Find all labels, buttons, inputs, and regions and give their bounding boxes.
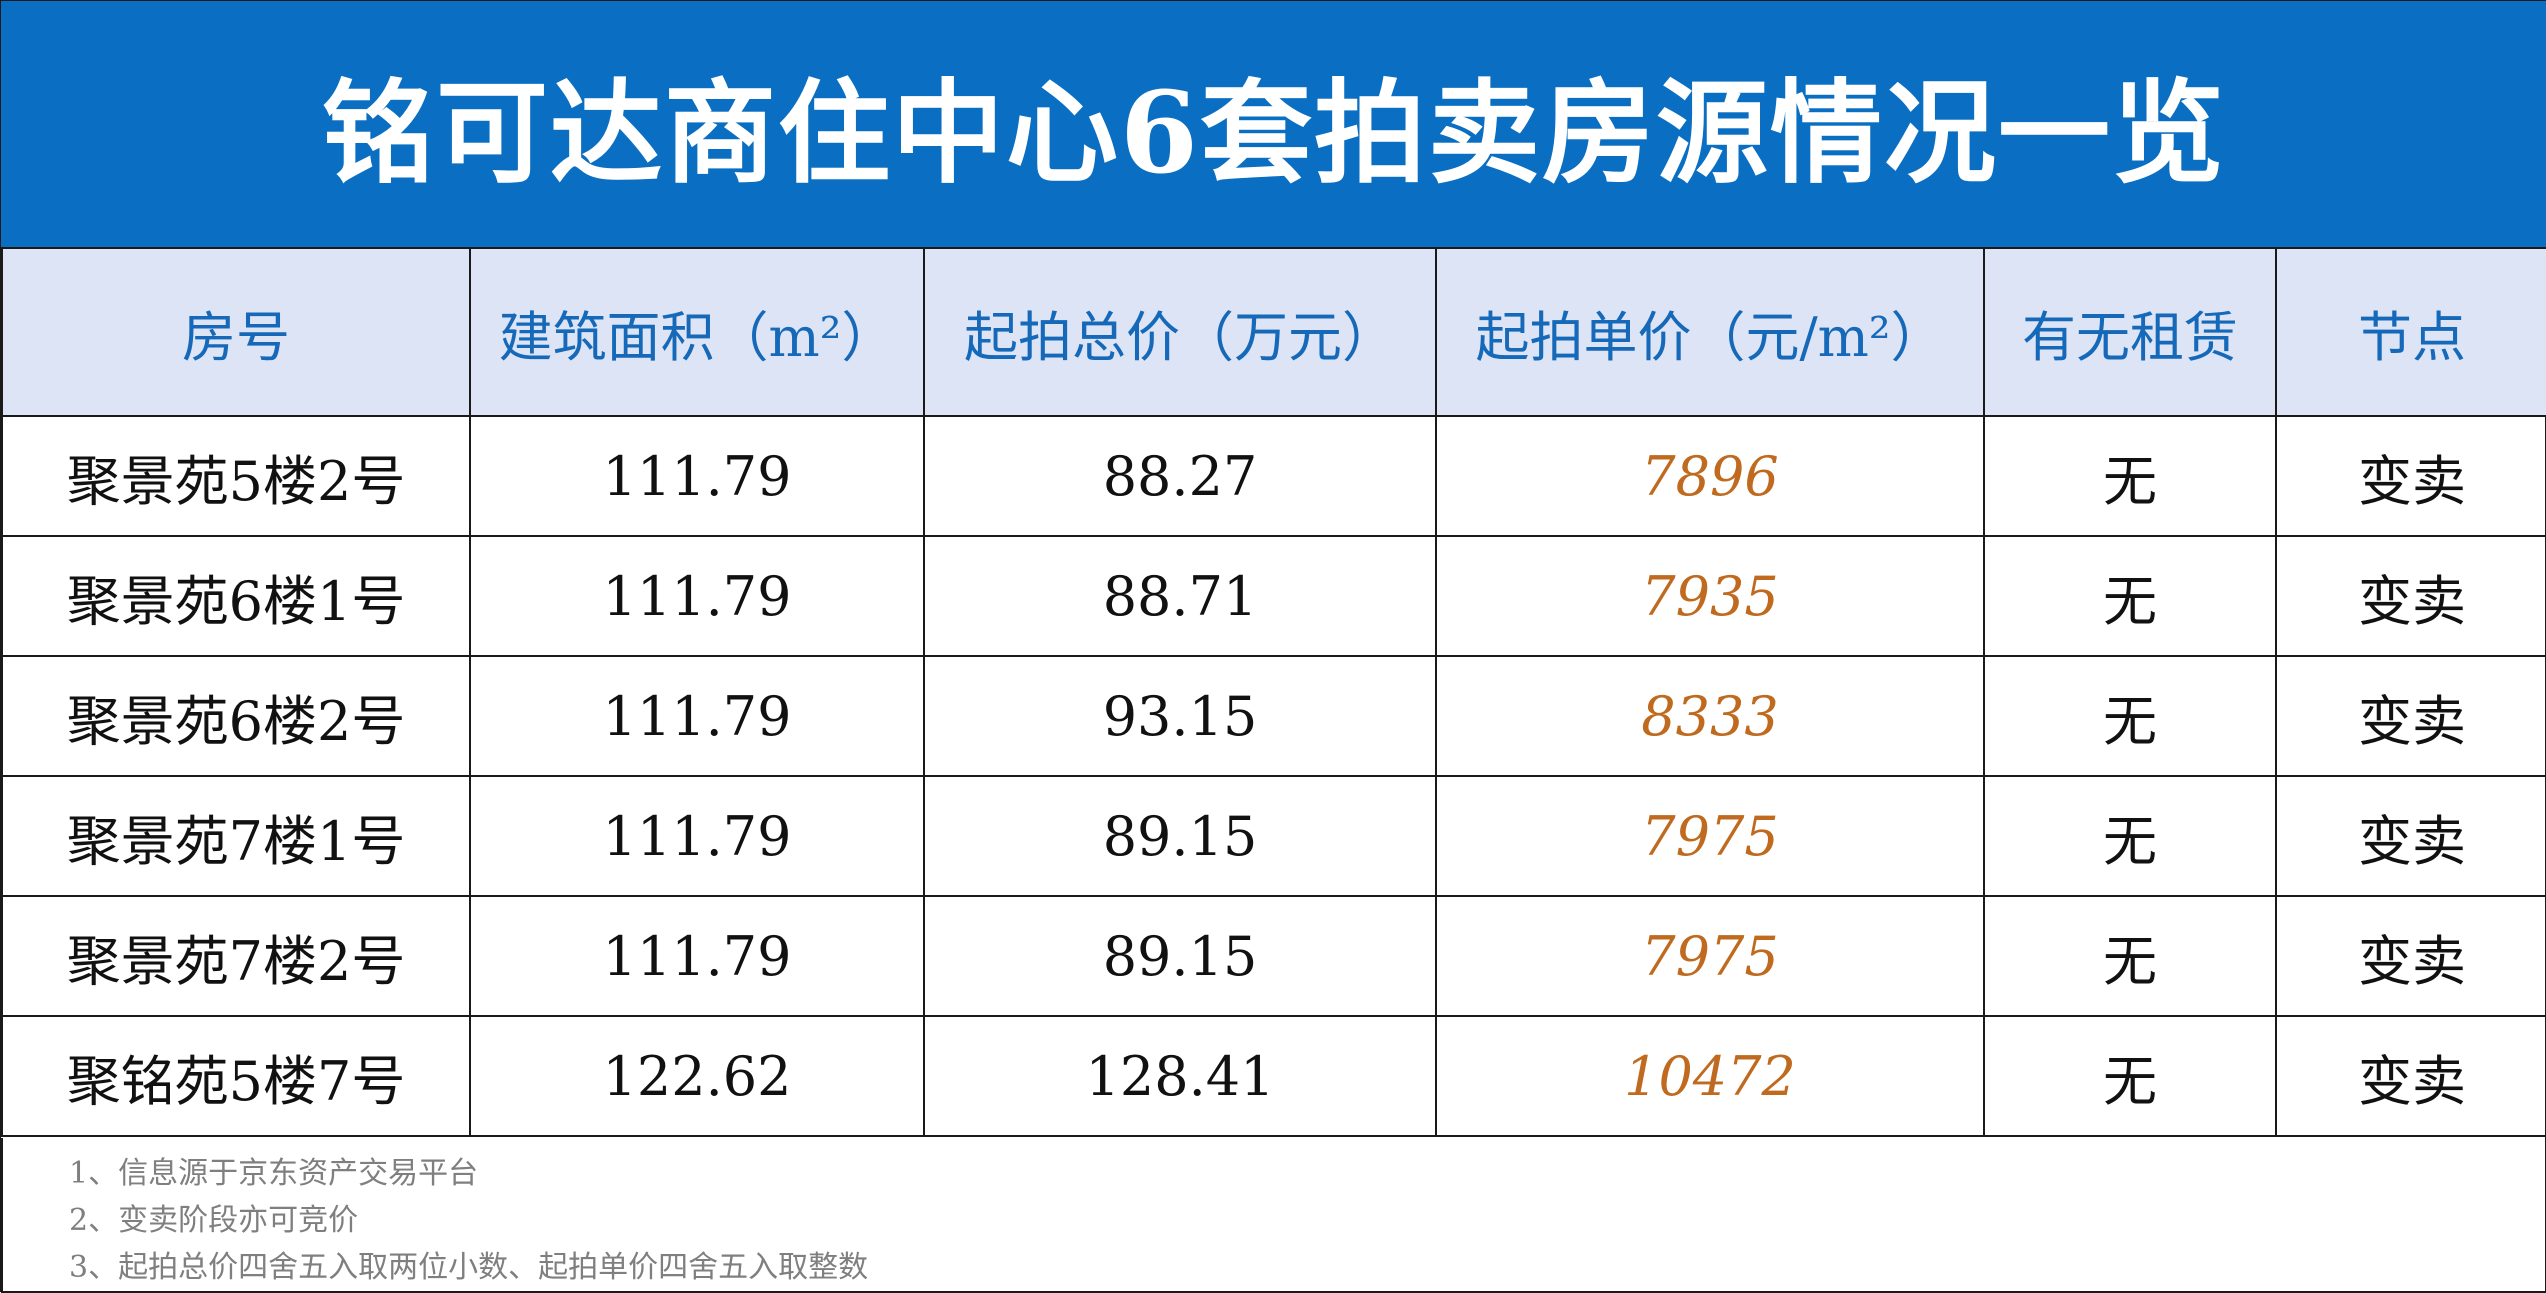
footnotes: 1、信息源于京东资产交易平台 2、变卖阶段亦可竞价 3、起拍总价四舍五入取两位小…: [1, 1138, 2546, 1293]
cell-room-number: 聚铭苑5楼7号: [1, 1015, 471, 1137]
table-row: 聚景苑7楼1号 111.79 89.15 7975 无 变卖: [1, 775, 2546, 897]
cell-unit-price: 7975: [1435, 895, 1985, 1017]
table-header-row: 房号 建筑面积（m²） 起拍总价（万元） 起拍单价（元/m²） 有无租赁 节点: [1, 247, 2546, 417]
cell-total-price: 88.71: [923, 535, 1437, 657]
cell-lease-status: 无: [1983, 535, 2277, 657]
cell-total-price: 89.15: [923, 895, 1437, 1017]
cell-room-number: 聚景苑5楼2号: [1, 415, 471, 537]
cell-floor-area: 111.79: [469, 535, 925, 657]
cell-room-number: 聚景苑6楼2号: [1, 655, 471, 777]
footnote-bidding: 2、变卖阶段亦可竞价: [69, 1203, 359, 1238]
cell-floor-area: 111.79: [469, 655, 925, 777]
cell-floor-area: 111.79: [469, 415, 925, 537]
table-row: 聚景苑6楼1号 111.79 88.71 7935 无 变卖: [1, 535, 2546, 657]
cell-floor-area: 111.79: [469, 775, 925, 897]
cell-total-price: 89.15: [923, 775, 1437, 897]
cell-auction-stage: 变卖: [2275, 415, 2546, 537]
cell-auction-stage: 变卖: [2275, 655, 2546, 777]
cell-lease-status: 无: [1983, 895, 2277, 1017]
header-lease-status: 有无租赁: [1983, 247, 2277, 417]
header-auction-stage: 节点: [2275, 247, 2546, 417]
header-floor-area: 建筑面积（m²）: [469, 247, 925, 417]
cell-lease-status: 无: [1983, 1015, 2277, 1137]
header-starting-total-price: 起拍总价（万元）: [923, 247, 1437, 417]
table-row: 聚景苑7楼2号 111.79 89.15 7975 无 变卖: [1, 895, 2546, 1017]
cell-auction-stage: 变卖: [2275, 775, 2546, 897]
cell-floor-area: 122.62: [469, 1015, 925, 1137]
cell-auction-stage: 变卖: [2275, 535, 2546, 657]
cell-unit-price: 10472: [1435, 1015, 1985, 1137]
cell-lease-status: 无: [1983, 655, 2277, 777]
cell-auction-stage: 变卖: [2275, 895, 2546, 1017]
cell-lease-status: 无: [1983, 775, 2277, 897]
cell-total-price: 128.41: [923, 1015, 1437, 1137]
cell-floor-area: 111.79: [469, 895, 925, 1017]
cell-unit-price: 8333: [1435, 655, 1985, 777]
cell-unit-price: 7935: [1435, 535, 1985, 657]
cell-unit-price: 7896: [1435, 415, 1985, 537]
table-row: 聚景苑5楼2号 111.79 88.27 7896 无 变卖: [1, 415, 2546, 537]
table-row: 聚景苑6楼2号 111.79 93.15 8333 无 变卖: [1, 655, 2546, 777]
cell-total-price: 93.15: [923, 655, 1437, 777]
footnote-source: 1、信息源于京东资产交易平台: [69, 1156, 479, 1191]
cell-room-number: 聚景苑6楼1号: [1, 535, 471, 657]
header-room-number: 房号: [1, 247, 471, 417]
cell-total-price: 88.27: [923, 415, 1437, 537]
cell-unit-price: 7975: [1435, 775, 1985, 897]
title-banner: 铭可达商住中心6套拍卖房源情况一览: [1, 1, 2546, 247]
cell-lease-status: 无: [1983, 415, 2277, 537]
cell-auction-stage: 变卖: [2275, 1015, 2546, 1137]
table-row: 聚铭苑5楼7号 122.62 128.41 10472 无 变卖: [1, 1015, 2546, 1137]
listing-table: 房号 建筑面积（m²） 起拍总价（万元） 起拍单价（元/m²） 有无租赁 节点 …: [1, 247, 2546, 1137]
footnote-rounding: 3、起拍总价四舍五入取两位小数、起拍单价四舍五入取整数: [69, 1250, 869, 1285]
cell-room-number: 聚景苑7楼1号: [1, 775, 471, 897]
header-starting-unit-price: 起拍单价（元/m²）: [1435, 247, 1985, 417]
cell-room-number: 聚景苑7楼2号: [1, 895, 471, 1017]
page-title: 铭可达商住中心6套拍卖房源情况一览: [322, 68, 2226, 199]
